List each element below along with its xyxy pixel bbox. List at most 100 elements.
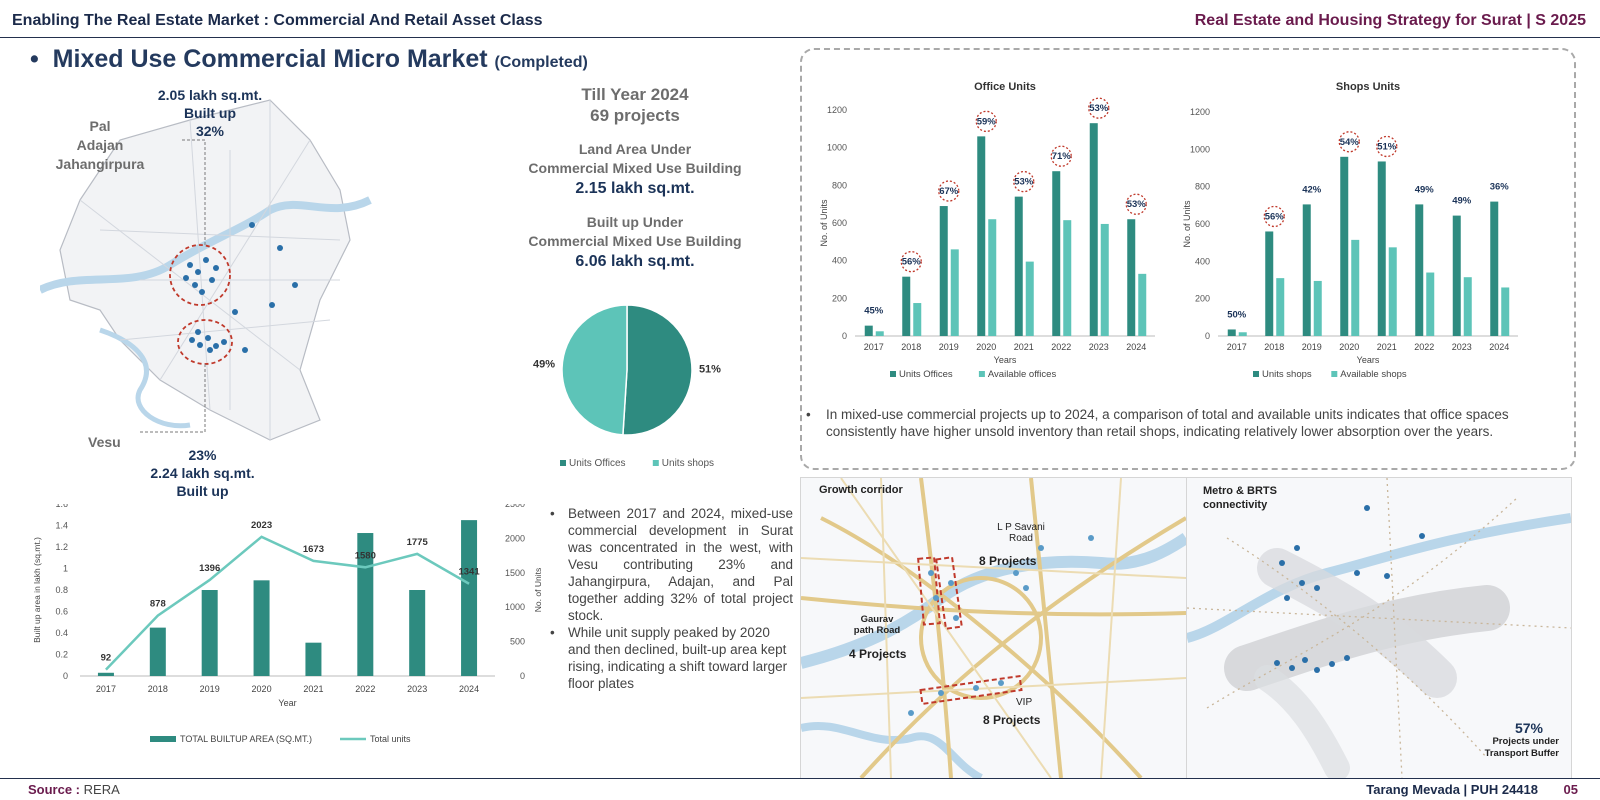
y2-tick-label: 1500 (505, 568, 525, 578)
pct-circle (1050, 145, 1072, 167)
pct-label: 53% (1089, 103, 1109, 114)
bar-units-shops (1340, 156, 1349, 336)
legend-swatch-bar (150, 736, 176, 742)
x-tick-label: 2018 (148, 684, 168, 694)
line-point-label: 1775 (407, 537, 429, 548)
bar-available-shops (1463, 277, 1472, 336)
y2-tick-label: 2500 (505, 504, 525, 509)
x-axis-label: Years (994, 355, 1017, 365)
pie-legend-label-1: Units shops (662, 458, 714, 469)
y-tick-label: 1200 (827, 105, 847, 115)
y-tick-label: 0 (842, 331, 847, 341)
metro-map-title: Metro & BRTS connectivity (1203, 485, 1277, 511)
unit-charts-panel (800, 48, 1576, 470)
x-tick-label: 2022 (355, 684, 375, 694)
city-boundary (59, 99, 351, 441)
y-tick-label: 400 (832, 256, 847, 266)
y2-tick-label: 2000 (505, 533, 525, 543)
bar-units-offices (977, 136, 986, 336)
bar-units-shops (1227, 329, 1236, 336)
bar-available-shops (1426, 272, 1435, 336)
bullet-list: • Between 2017 and 2024, mixed-use comme… (550, 505, 793, 692)
lp-savani-count: 8 Projects (979, 554, 1037, 568)
y-tick-label: 1000 (827, 143, 847, 153)
x-tick-label: 2023 (407, 684, 427, 694)
bar-available-offices (1100, 223, 1109, 336)
growth-markers (908, 535, 1094, 716)
south-leader-line (140, 364, 206, 433)
line-point-label: 1396 (199, 563, 220, 574)
place-pal: Pal (89, 118, 111, 134)
growth-corridor-map: Growth corridor L P Savani Road 8 Projec… (800, 477, 1187, 779)
south-builtup: Built up (176, 483, 229, 499)
metro-brts-map: Metro & BRTS connectivity 57% Projects u… (1186, 477, 1572, 779)
y-tick-label: 0 (63, 671, 68, 681)
bullet-item-1: • Between 2017 and 2024, mixed-use comme… (550, 505, 793, 624)
y-axis-label: No. of Units (1182, 200, 1192, 248)
y-tick-label: 1000 (1190, 144, 1210, 154)
bar-units-shops (1302, 204, 1311, 336)
bar-available-shops (1388, 247, 1397, 336)
x-tick-label: 2020 (252, 684, 272, 694)
vip-road-zone (919, 674, 1023, 706)
x-tick-label: 2022 (1051, 342, 1071, 352)
x-tick-label: 2017 (1227, 342, 1247, 352)
bar-units-shops (1415, 204, 1424, 336)
summary-land-value: 2.15 lakh sq.mt. (575, 180, 695, 197)
bar-builtup-area (253, 580, 270, 676)
y-tick-label: 1.2 (55, 542, 68, 552)
bar-units-offices (1052, 171, 1061, 336)
bar-available-shops (1501, 287, 1510, 336)
bar-units-offices (902, 276, 911, 336)
south-pct: 23% (188, 447, 217, 463)
bar-builtup-area (409, 590, 426, 676)
lp-savani-label: L P Savani Road (997, 522, 1045, 544)
pie-slice-0 (622, 304, 693, 436)
summary-builtup-label: Built up Under (586, 214, 684, 230)
south-callout: 23% 2.24 lakh sq.mt. Built up (115, 446, 290, 500)
south-area: 2.24 lakh sq.mt. (150, 465, 255, 481)
pie-label-1: 49% (533, 359, 555, 371)
pct-label: 42% (1302, 184, 1322, 195)
bullet-text-2: While unit supply peaked by 2020 and the… (568, 625, 788, 691)
x-tick-label: 2021 (303, 684, 323, 694)
growth-map-canvas (801, 478, 1186, 778)
legend-label-0: Units Offices (899, 369, 953, 380)
shops-units-chart: Shops Units 0 200 400 600 800 1000 1200 No. of U… (1182, 81, 1518, 380)
legend-swatch-0 (890, 371, 896, 377)
pct-label: 56% (902, 257, 922, 268)
footer-author: Tarang Mevada | PUH 24418 (1366, 782, 1538, 797)
builtup-chart: 0 0.2 0.4 0.6 0.8 1 1.2 1.4 1.6 0 500 1000 1500 2000 2… (32, 504, 543, 744)
pie-label-0: 51% (699, 363, 721, 375)
north-area: 2.05 lakh sq.mt. (157, 87, 263, 103)
legend-label-1: Available offices (988, 369, 1057, 380)
x-tick-label: 2017 (864, 342, 884, 352)
growth-map-title: Growth corridor (819, 484, 903, 496)
line-point-label: 1580 (355, 550, 376, 561)
x-tick-label: 2022 (1414, 342, 1434, 352)
line-point-label: 2023 (251, 520, 272, 531)
pct-circle (1338, 131, 1360, 153)
footer-page: 05 (1563, 782, 1578, 797)
y-tick-label: 0 (1205, 331, 1210, 341)
source-value: RERA (83, 782, 120, 797)
metro-buffer-2 (1257, 548, 1457, 698)
y-tick-label: 1.4 (55, 521, 68, 531)
brts-lines (1187, 478, 1571, 778)
metro-buffer-pct: 57% (1514, 720, 1543, 736)
y-axis-label: Built up area in lakh (sq.mt.) (32, 537, 42, 643)
bar-units-shops (1265, 231, 1274, 336)
y2-axis-label: No. of Units (533, 568, 543, 612)
line-point-label: 878 (150, 599, 166, 610)
pct-label: 50% (1227, 309, 1247, 320)
pct-label: 54% (1340, 137, 1360, 148)
source-label: Source : (28, 782, 81, 797)
bar-units-offices (864, 325, 873, 336)
bar-available-shops (1351, 239, 1360, 336)
y-tick-label: 200 (1195, 294, 1210, 304)
bar-units-offices (1127, 219, 1136, 336)
y2-tick-label: 1000 (505, 602, 525, 612)
metro-river (1187, 513, 1571, 643)
metro-map-canvas (1187, 478, 1571, 778)
gaurav-path-count: 4 Projects (849, 647, 907, 661)
